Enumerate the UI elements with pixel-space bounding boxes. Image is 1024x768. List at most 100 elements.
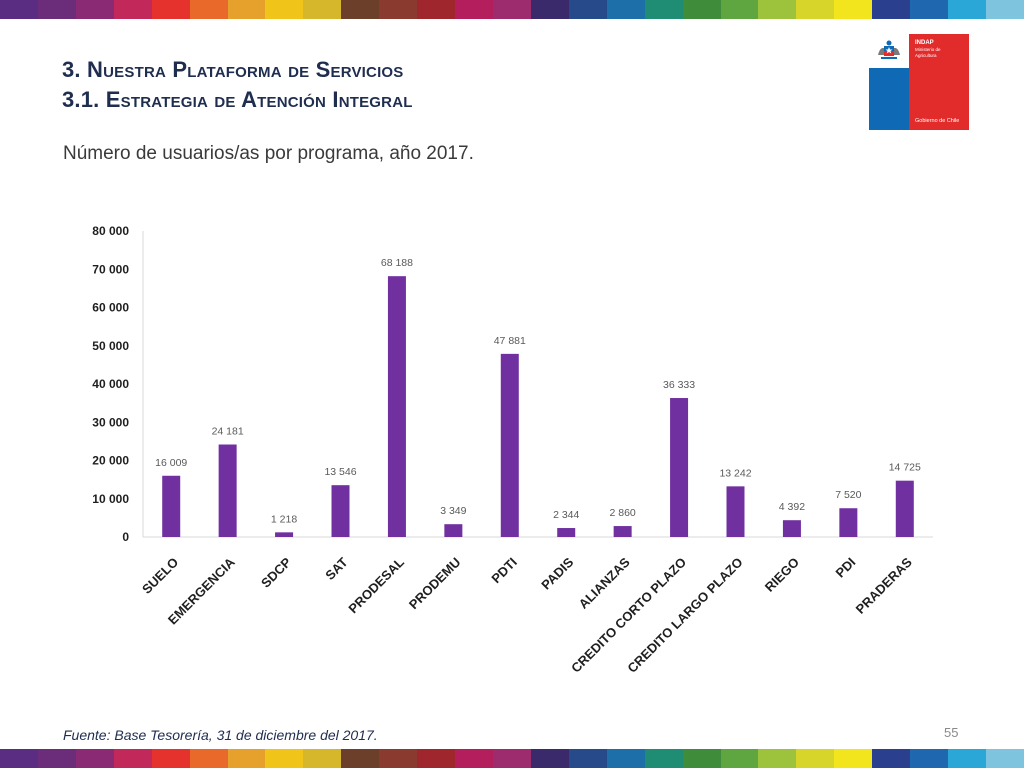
stripe-segment: [75, 749, 114, 768]
stripe-segment: [455, 749, 493, 768]
stripe-segment: [910, 749, 949, 768]
x-category-label: PRODESAL: [345, 554, 407, 616]
bar-value-label: 7 520: [835, 489, 861, 501]
bar: [613, 526, 632, 537]
y-tick-label: 70 000: [92, 262, 129, 276]
stripe-segment: [379, 0, 418, 19]
stripe-segment: [455, 0, 493, 19]
bar: [895, 480, 914, 537]
bottom-color-stripe: [0, 749, 1024, 768]
stripe-segment: [985, 0, 1024, 19]
y-tick-label: 40 000: [92, 377, 129, 391]
stripe-segment: [151, 0, 190, 19]
logo-ministry: Ministerio de Agricultura: [915, 47, 941, 58]
stripe-segment: [379, 749, 418, 768]
stripe-segment: [227, 749, 266, 768]
stripe-segment: [303, 0, 342, 19]
y-tick-label: 20 000: [92, 454, 129, 468]
logo-government: Gobierno de Chile: [915, 118, 960, 124]
stripe-segment: [530, 749, 569, 768]
stripe-segment: [644, 749, 683, 768]
x-category-label: PDTI: [488, 555, 520, 587]
bar-value-label: 24 181: [212, 426, 244, 438]
bar: [670, 398, 689, 537]
bar-value-label: 1 218: [271, 513, 297, 525]
x-category-label: PADIS: [538, 554, 576, 592]
x-category-label: PRODEMU: [406, 555, 464, 613]
y-tick-label: 10 000: [92, 492, 129, 506]
logo-org-name: INDAP: [915, 40, 934, 46]
stripe-segment: [834, 0, 873, 19]
y-tick-label: 30 000: [92, 415, 129, 429]
x-category-label: CREDITO LARGO PLAZO: [624, 555, 745, 676]
bar: [726, 486, 745, 537]
bar: [500, 353, 519, 537]
bar-value-label: 16 009: [155, 457, 187, 469]
stripe-segment: [568, 749, 607, 768]
bar-value-label: 68 188: [381, 257, 413, 269]
stripe-segment: [227, 0, 266, 19]
chile-coat-of-arms-icon: [878, 40, 900, 59]
y-tick-label: 80 000: [92, 224, 129, 238]
stripe-segment: [910, 0, 949, 19]
stripe-segment: [682, 749, 721, 768]
stripe-segment: [189, 0, 228, 19]
stripe-segment: [37, 749, 76, 768]
bar: [162, 475, 181, 537]
stripe-segment: [758, 0, 797, 19]
stripe-segment: [37, 0, 76, 19]
stripe-segment: [985, 749, 1024, 768]
stripe-segment: [530, 0, 569, 19]
page-number: 55: [944, 725, 959, 740]
stripe-segment: [606, 749, 645, 768]
stripe-segment: [417, 749, 456, 768]
stripe-segment: [151, 749, 190, 768]
x-category-label: PDI: [833, 555, 859, 581]
bar: [331, 485, 350, 537]
stripe-segment: [265, 0, 304, 19]
logo-red-band: [909, 34, 969, 130]
stripe-segment: [948, 0, 986, 19]
stripe-segment: [75, 0, 114, 19]
x-category-label: CREDITO CORTO PLAZO: [568, 555, 689, 676]
chart-heading: Número de usuarios/as por programa, año …: [63, 143, 474, 164]
x-category-label: SAT: [322, 554, 350, 582]
stripe-segment: [113, 0, 152, 19]
x-category-label: RIEGO: [762, 555, 802, 595]
section-title: 3. Nuestra Plataforma de Servicios: [62, 57, 404, 82]
stripe-segment: [417, 0, 456, 19]
y-tick-label: 60 000: [92, 301, 129, 315]
bar: [387, 276, 406, 537]
slide-title: 3. Nuestra Plataforma de Servicios 3.1. …: [62, 55, 413, 115]
source-note: Fuente: Base Tesorería, 31 de diciembre …: [63, 727, 378, 743]
stripe-segment: [265, 749, 304, 768]
stripe-segment: [606, 0, 645, 19]
stripe-segment: [796, 749, 835, 768]
bar-value-label: 2 860: [610, 507, 636, 519]
bar: [275, 532, 294, 537]
bar-value-label: 36 333: [663, 379, 695, 391]
stripe-segment: [644, 0, 683, 19]
bar-value-label: 47 881: [494, 335, 526, 347]
x-category-label: SUELO: [139, 555, 181, 597]
top-color-stripe: [0, 0, 1024, 19]
stripe-segment: [834, 749, 873, 768]
bar-value-label: 3 349: [440, 505, 466, 517]
bar: [839, 508, 858, 537]
bar-value-label: 13 242: [719, 467, 751, 479]
stripe-segment: [341, 0, 380, 19]
stripe-segment: [872, 0, 911, 19]
bar: [444, 524, 463, 537]
stripe-segment: [0, 749, 38, 768]
stripe-segment: [492, 749, 531, 768]
subsection-title: 3.1. Estrategia de Atención Integral: [62, 87, 413, 112]
stripe-segment: [682, 0, 721, 19]
stripe-segment: [720, 749, 759, 768]
x-category-label: PRADERAS: [853, 554, 915, 616]
stripe-segment: [189, 749, 228, 768]
stripe-segment: [0, 0, 38, 19]
stripe-segment: [796, 0, 835, 19]
stripe-segment: [872, 749, 911, 768]
bar-value-label: 4 392: [779, 501, 805, 513]
